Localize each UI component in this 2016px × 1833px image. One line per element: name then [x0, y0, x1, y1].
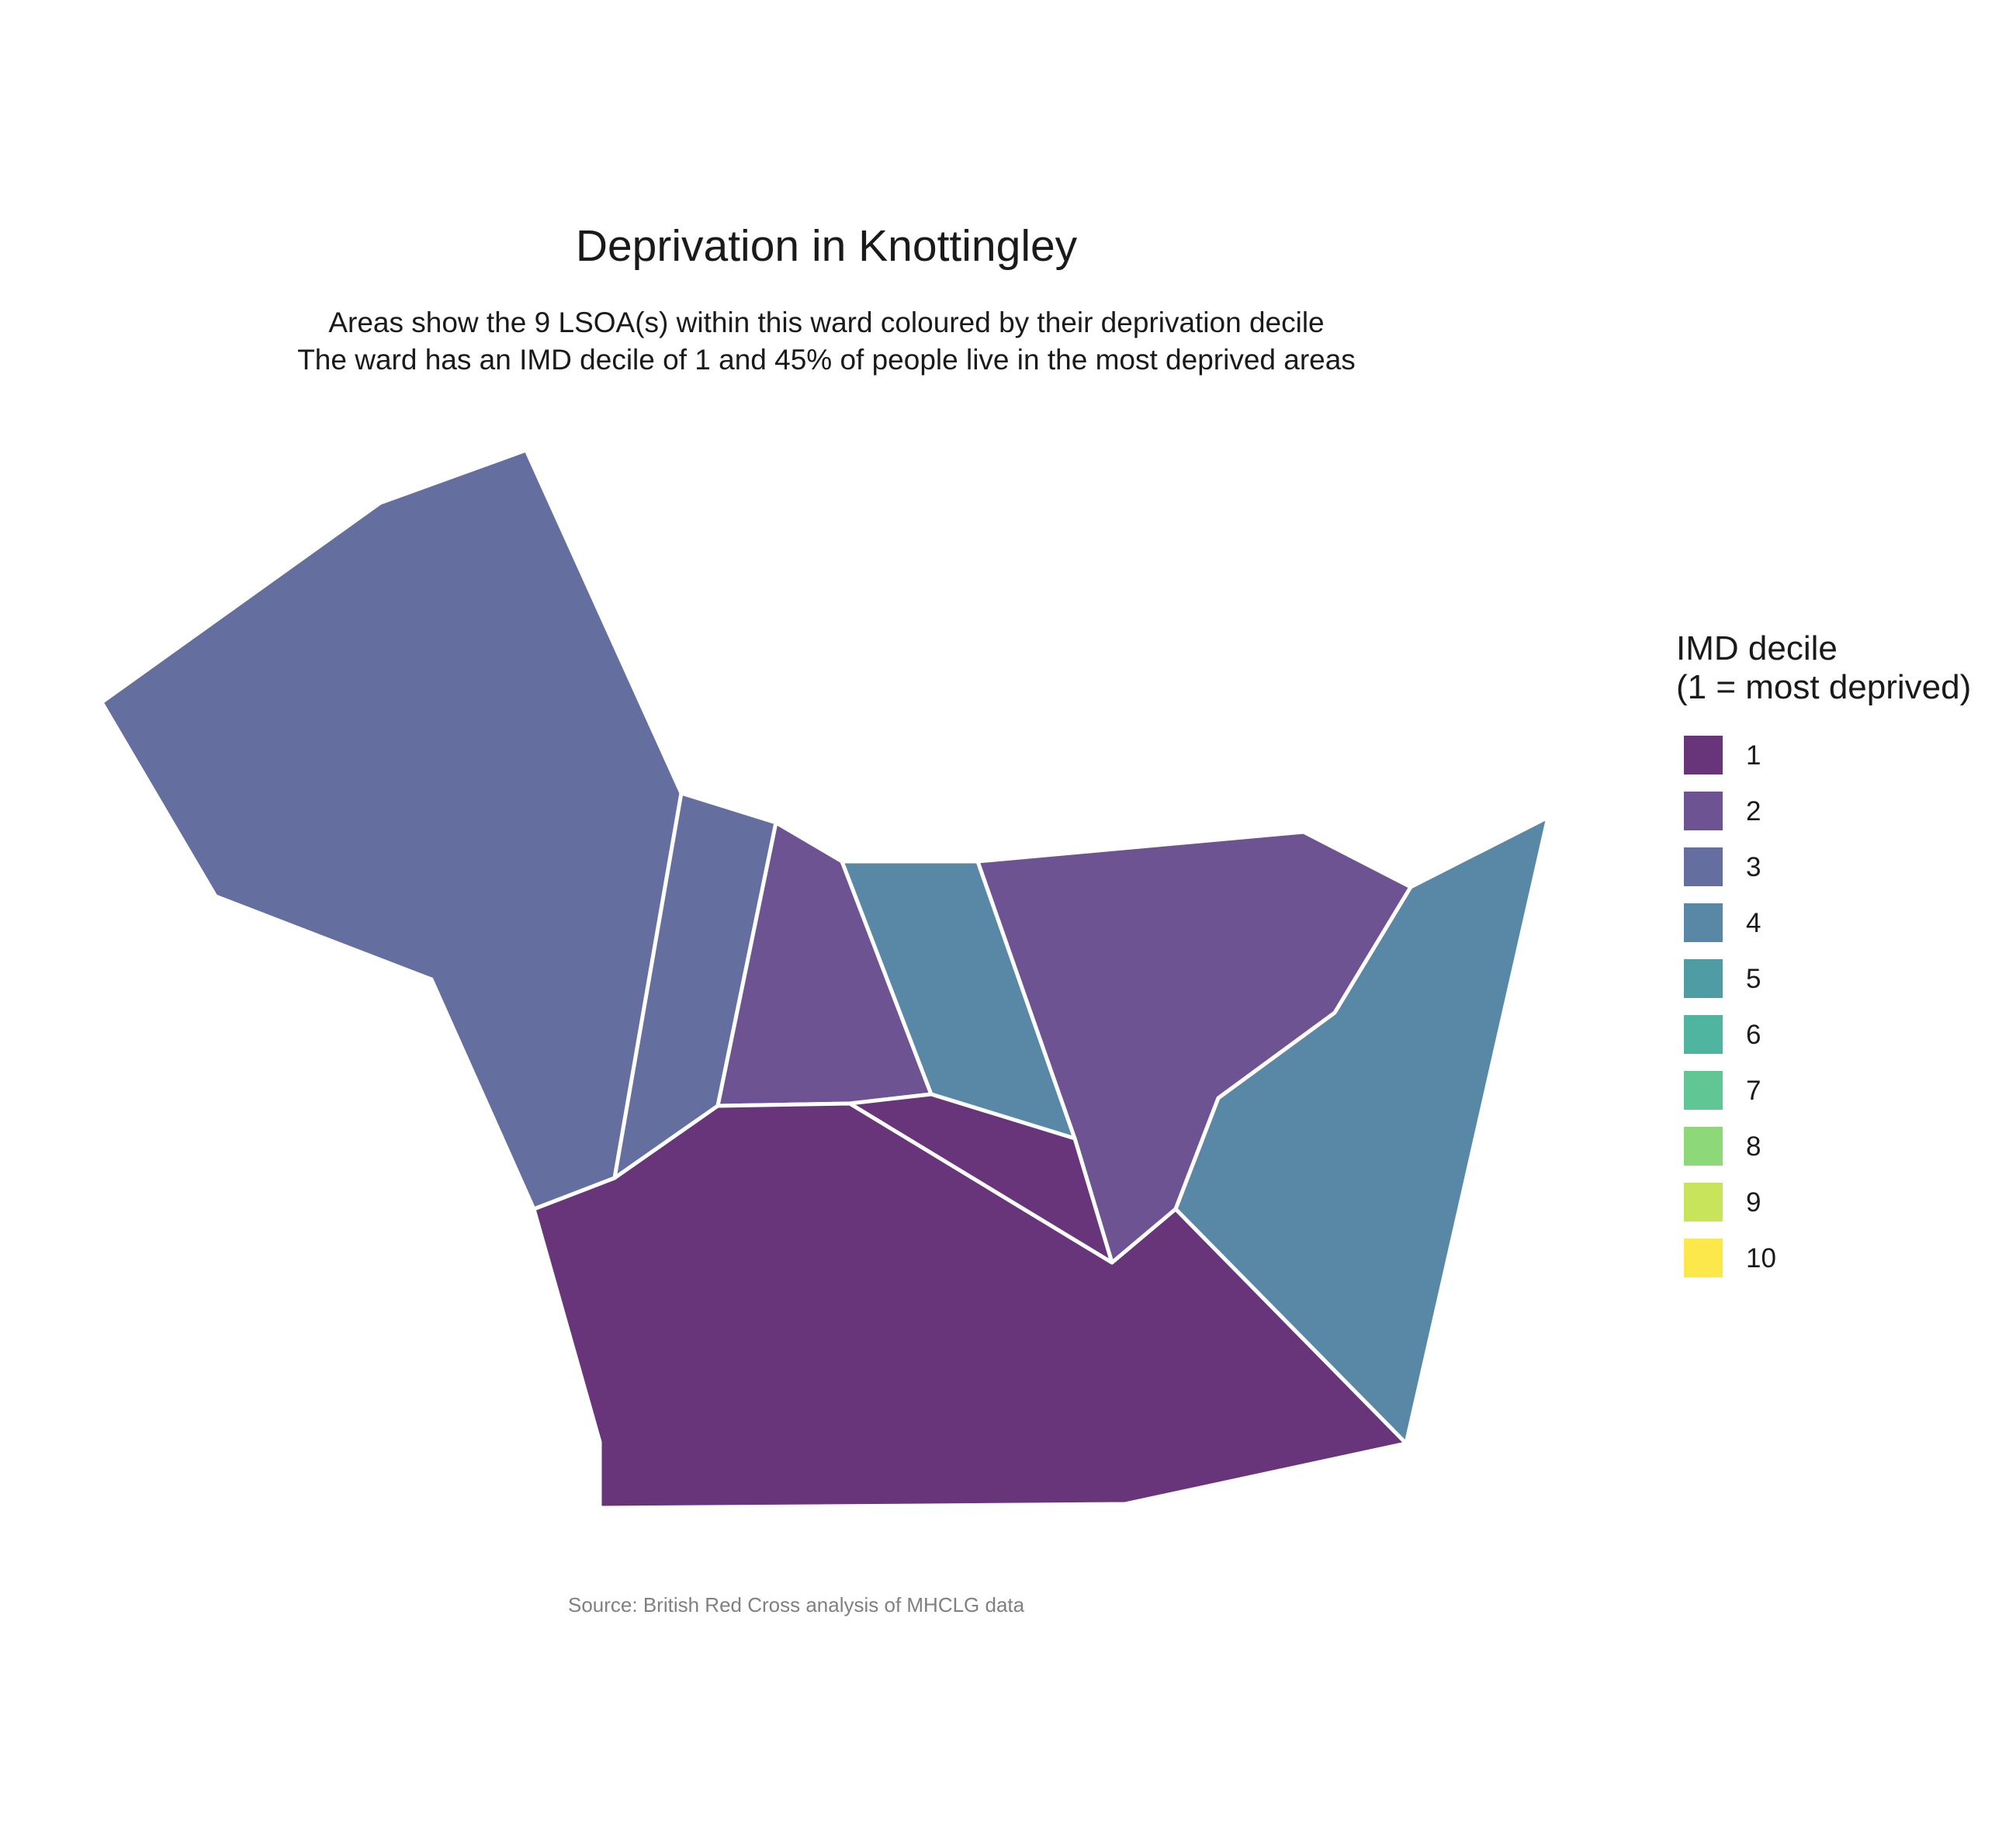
legend-swatch-1 — [1684, 736, 1723, 774]
lsoa-area-north-west[interactable] — [99, 448, 684, 1211]
map-subtitle-line-2: The ward has an IMD decile of 1 and 45% … — [297, 344, 1356, 376]
legend-swatch-7 — [1684, 1071, 1723, 1110]
legend: IMD decile (1 = most deprived) 1 2 3 4 5 6 7 8 9… — [1676, 629, 1971, 1277]
legend-label-6: 6 — [1746, 1020, 1761, 1050]
legend-label-5: 5 — [1746, 964, 1761, 994]
legend-swatch-10 — [1684, 1239, 1723, 1277]
map-subtitle-line-1: Areas show the 9 LSOA(s) within this war… — [328, 307, 1324, 338]
legend-label-3: 3 — [1746, 852, 1761, 882]
legend-swatch-2 — [1684, 792, 1723, 830]
legend-swatch-3 — [1684, 847, 1723, 886]
map-title: Deprivation in Knottingley — [576, 221, 1078, 271]
legend-label-4: 4 — [1746, 908, 1761, 938]
legend-swatch-8 — [1684, 1127, 1723, 1166]
legend-swatch-9 — [1684, 1183, 1723, 1221]
legend-title-line-1: IMD decile — [1676, 629, 1838, 667]
legend-title-line-2: (1 = most deprived) — [1676, 668, 1971, 706]
legend-items: 1 2 3 4 5 6 7 8 9 10 — [1684, 736, 1776, 1277]
legend-label-8: 8 — [1746, 1131, 1761, 1162]
legend-label-9: 9 — [1746, 1187, 1761, 1218]
legend-label-10: 10 — [1746, 1243, 1776, 1273]
map-caption: Source: British Red Cross analysis of MH… — [568, 1593, 1025, 1616]
legend-swatch-4 — [1684, 903, 1723, 942]
legend-swatch-5 — [1684, 959, 1723, 998]
legend-label-2: 2 — [1746, 796, 1761, 826]
lsoa-areas — [99, 448, 1550, 1510]
legend-label-1: 1 — [1746, 740, 1761, 771]
legend-swatch-6 — [1684, 1015, 1723, 1054]
lsoa-area-south-west[interactable] — [532, 1101, 1408, 1510]
legend-label-7: 7 — [1746, 1076, 1761, 1106]
